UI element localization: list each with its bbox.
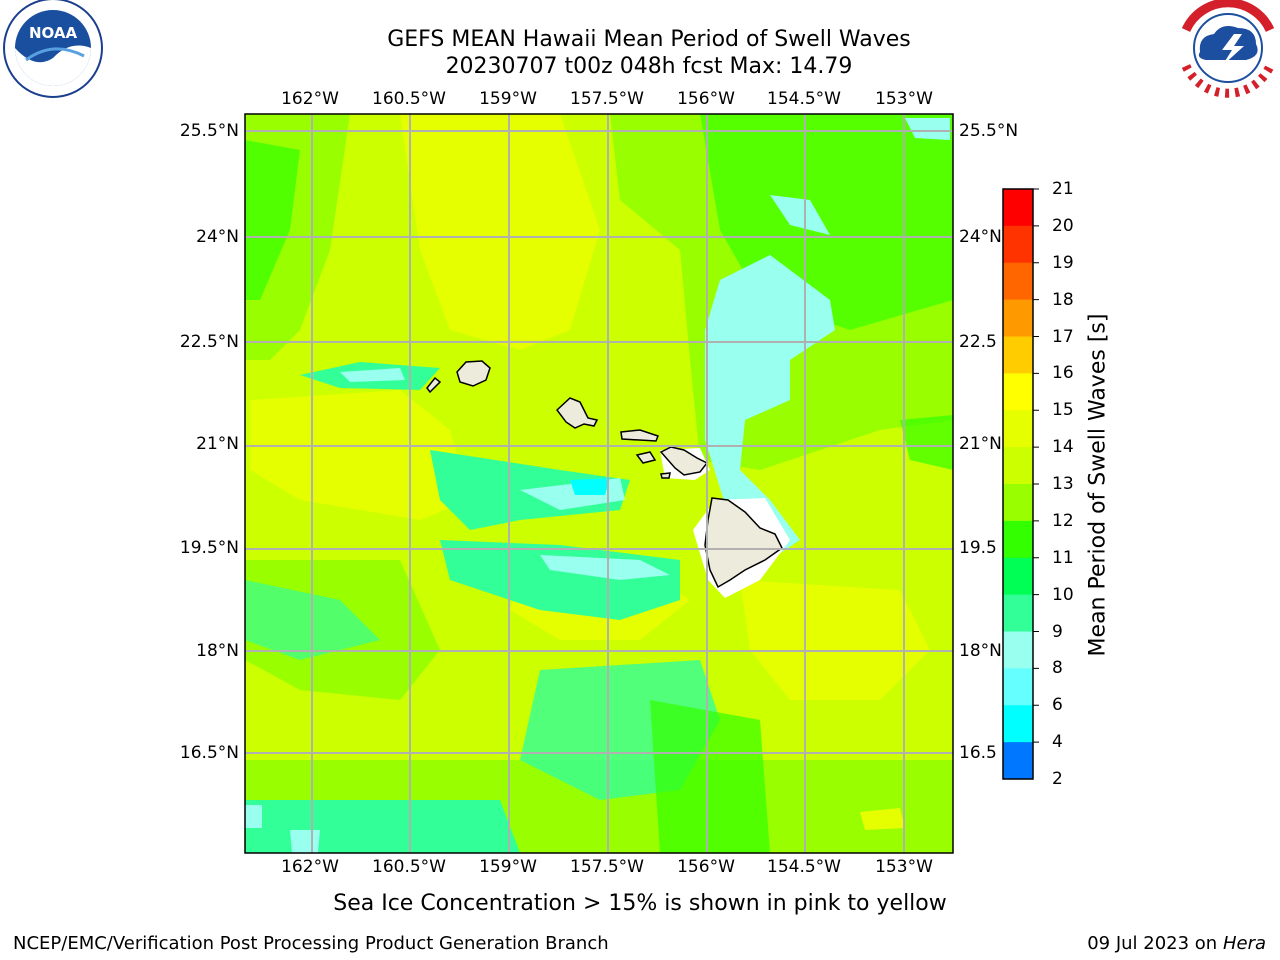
colorbar-segment xyxy=(1003,410,1033,448)
lat-label-right: 21°N xyxy=(959,434,1002,454)
colorbar-segment xyxy=(1003,520,1033,559)
colorbar-tick-label: 8 xyxy=(1052,658,1063,679)
colorbar-segment xyxy=(1003,742,1033,780)
colorbar-tick-label: 11 xyxy=(1052,547,1074,568)
noaa-logo-icon: NOAA xyxy=(3,0,103,98)
lat-label-left: 24°N xyxy=(196,227,239,247)
lon-label-bottom: 160.5°W xyxy=(372,857,446,877)
colorbar-tick-label: 16 xyxy=(1052,363,1074,384)
colorbar-tick-label: 14 xyxy=(1052,437,1074,458)
lon-label-top: 154.5°W xyxy=(767,89,841,109)
lon-label-top: 156°W xyxy=(677,89,735,109)
producer-credit: NCEP/EMC/Verification Post Processing Pr… xyxy=(13,933,609,954)
lon-label-top: 160.5°W xyxy=(372,89,446,109)
colorbar-frame xyxy=(1002,188,1034,780)
lon-label-bottom: 157.5°W xyxy=(570,857,644,877)
lon-label-top: 153°W xyxy=(875,89,933,109)
sea-ice-note: Sea Ice Concentration > 15% is shown in … xyxy=(0,891,1280,916)
lon-label-bottom: 159°W xyxy=(479,857,537,877)
chart-subtitle: 20230707 t00z 048h fcst Max: 14.79 xyxy=(445,54,853,79)
lat-label-left: 18°N xyxy=(196,641,239,661)
colorbar-tick-label: 21 xyxy=(1052,179,1074,199)
lat-label-right: 25.5°N xyxy=(959,121,1019,141)
lat-label-right: 18°N xyxy=(959,641,1002,661)
colorbar-tick-label: 2 xyxy=(1052,769,1063,789)
colorbar-segment xyxy=(1003,262,1033,301)
colorbar-segment xyxy=(1003,557,1033,596)
colorbar-segment xyxy=(1003,299,1033,337)
colorbar-segment xyxy=(1003,189,1033,227)
island-molokai xyxy=(620,429,659,442)
colorbar-segment xyxy=(1003,484,1033,522)
lon-label-top: 162°W xyxy=(281,89,339,109)
nws-logo-icon xyxy=(1180,0,1276,98)
graticule xyxy=(245,114,953,853)
colorbar-tick-label: 13 xyxy=(1052,474,1074,494)
lat-label-right: 16.5 xyxy=(959,743,997,763)
colorbar-title: Mean Period of Swell Waves [s] xyxy=(1085,313,1111,657)
colorbar-tick-label: 4 xyxy=(1052,732,1063,753)
lat-label-right: 24°N xyxy=(959,227,1002,247)
colorbar-segment xyxy=(1003,225,1033,264)
colorbar-tick-label: 19 xyxy=(1052,252,1074,273)
sea-ice-note-text: Sea Ice Concentration > 15% is shown in … xyxy=(333,891,947,916)
generated-date-text: 09 Jul 2023 on xyxy=(1087,933,1218,954)
colorbar-tick-label: 10 xyxy=(1052,584,1074,605)
colorbar-segment xyxy=(1003,705,1033,743)
lat-label-left: 21°N xyxy=(196,434,239,454)
colorbar-tick-label: 20 xyxy=(1052,215,1074,236)
colorbar-segment xyxy=(1003,336,1033,374)
lat-label-left: 22.5°N xyxy=(179,332,239,352)
lat-label-left: 19.5°N xyxy=(179,538,239,558)
colorbar-segment xyxy=(1003,447,1033,485)
colorbar-segment xyxy=(1003,373,1033,411)
island-oahu xyxy=(555,397,599,429)
noaa-logo-text: NOAA xyxy=(29,24,78,42)
island-lanai xyxy=(635,451,657,464)
colorbar-tick-label: 12 xyxy=(1052,510,1074,531)
lon-label-top: 159°W xyxy=(479,89,537,109)
colorbar-segment xyxy=(1003,594,1033,632)
lon-label-bottom: 156°W xyxy=(677,857,735,877)
machine-name: Hera xyxy=(1222,933,1266,954)
lat-label-right: 22.5 xyxy=(959,332,997,352)
lon-label-bottom: 162°W xyxy=(281,857,339,877)
colorbar-tick-label: 18 xyxy=(1052,289,1074,310)
lon-label-bottom: 153°W xyxy=(875,857,933,877)
lat-label-right: 19.5 xyxy=(959,538,997,558)
lon-label-top: 157.5°W xyxy=(570,89,644,109)
chart-title: GEFS MEAN Hawaii Mean Period of Swell Wa… xyxy=(387,27,911,52)
colorbar xyxy=(1003,188,1039,780)
colorbar-segment xyxy=(1003,668,1033,706)
colorbar-segment xyxy=(1003,631,1033,669)
island-kauai xyxy=(456,360,491,387)
colorbar-tick-label: 17 xyxy=(1052,326,1074,347)
lon-label-bottom: 154.5°W xyxy=(767,857,841,877)
swell-period-field xyxy=(245,114,953,853)
colorbar-tick-label: 9 xyxy=(1052,621,1063,642)
colorbar-tick-label: 15 xyxy=(1052,400,1074,421)
colorbar-tick-label: 6 xyxy=(1052,695,1063,716)
lat-label-left: 16.5°N xyxy=(179,743,239,763)
generated-date: 09 Jul 2023 on Hera xyxy=(1087,933,1266,954)
map-frame xyxy=(244,113,954,854)
lat-label-left: 25.5°N xyxy=(179,121,239,141)
